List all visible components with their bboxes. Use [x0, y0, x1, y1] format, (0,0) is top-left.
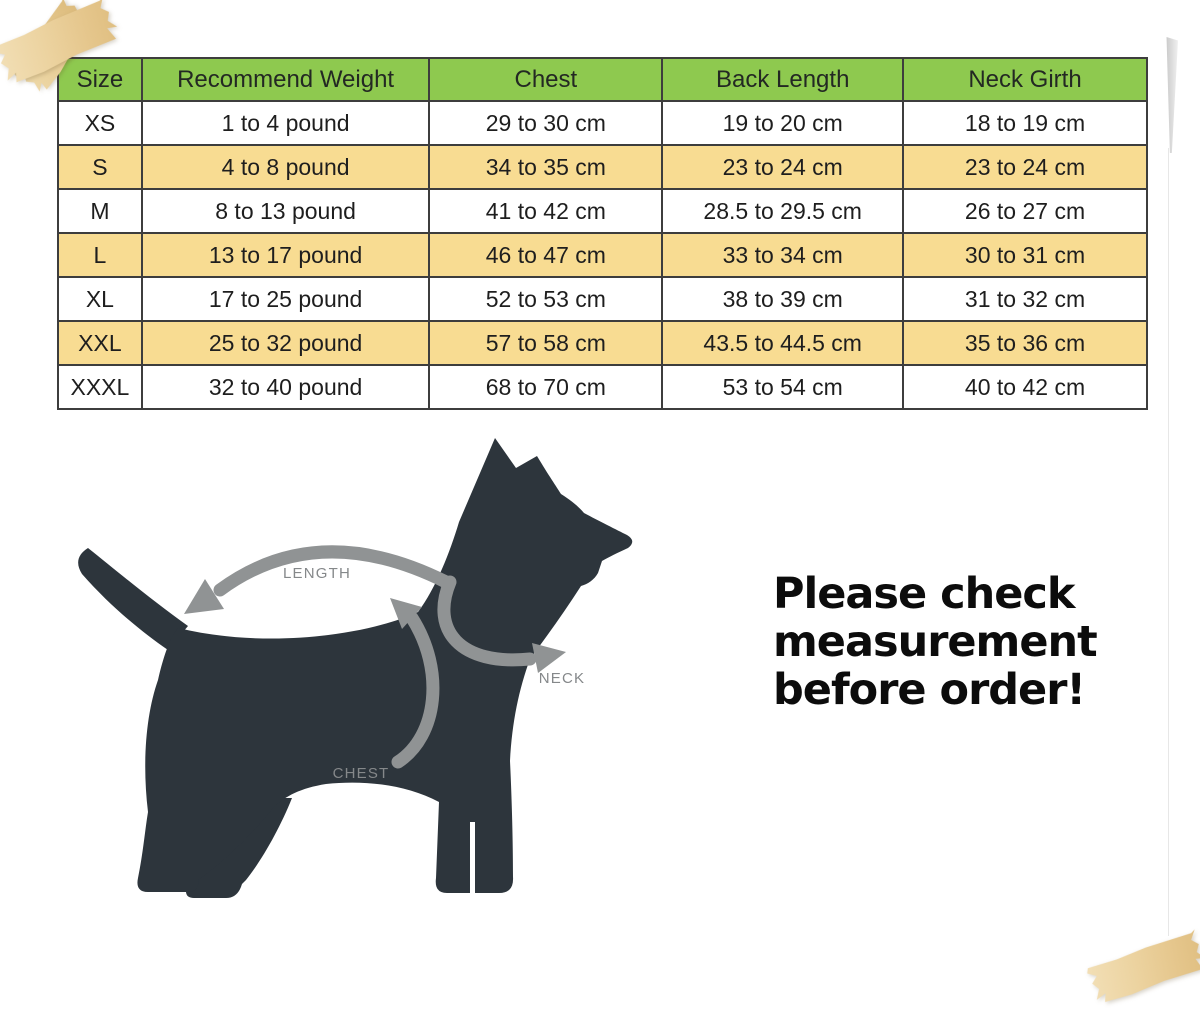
- cell-neck-girth: 30 to 31 cm: [902, 232, 1148, 278]
- dog-tail: [78, 548, 188, 650]
- column-header-chest: Chest: [428, 57, 664, 102]
- chest-label: CHEST: [333, 765, 390, 782]
- cell-size: S: [57, 144, 143, 190]
- cell-back-length: 33 to 34 cm: [661, 232, 905, 278]
- table-row-l: L 13 to 17 pound 46 to 47 cm 33 to 34 cm…: [57, 232, 1148, 278]
- cell-size: XS: [57, 100, 143, 146]
- cell-neck-girth: 40 to 42 cm: [902, 364, 1148, 410]
- column-header-back-length: Back Length: [661, 57, 905, 102]
- cell-back-length: 38 to 39 cm: [661, 276, 905, 322]
- cell-chest: 46 to 47 cm: [428, 232, 664, 278]
- cell-weight: 8 to 13 pound: [140, 188, 431, 234]
- cell-size: XXL: [57, 320, 143, 366]
- tape-icon: [1086, 929, 1200, 1006]
- page-edge-line: [1168, 148, 1169, 936]
- column-header-weight: Recommend Weight: [140, 57, 431, 102]
- cell-neck-girth: 18 to 19 cm: [902, 100, 1148, 146]
- neck-arrow: [437, 575, 537, 667]
- tape-decoration-bottom-right: [1086, 929, 1200, 1006]
- length-arrow: [213, 545, 453, 597]
- length-label: LENGTH: [283, 565, 351, 582]
- note-line: measurement: [773, 617, 1098, 667]
- table-row-xxl: XXL 25 to 32 pound 57 to 58 cm 43.5 to 4…: [57, 320, 1148, 366]
- column-header-neck-girth: Neck Girth: [902, 57, 1148, 102]
- cell-weight: 32 to 40 pound: [140, 364, 431, 410]
- dog-far-hind-leg: [185, 798, 292, 898]
- note-line: before order!: [773, 665, 1086, 715]
- neck-arrowhead-icon: [532, 643, 566, 673]
- cell-chest: 29 to 30 cm: [428, 100, 664, 146]
- cell-chest: 57 to 58 cm: [428, 320, 664, 366]
- cell-weight: 25 to 32 pound: [140, 320, 431, 366]
- page-curl-decoration: [1166, 37, 1178, 153]
- note-line: Please check: [773, 569, 1076, 619]
- length-arrowhead-icon: [184, 579, 224, 614]
- front-leg-gap: [470, 822, 475, 893]
- cell-neck-girth: 26 to 27 cm: [902, 188, 1148, 234]
- cell-weight: 17 to 25 pound: [140, 276, 431, 322]
- cell-size: XL: [57, 276, 143, 322]
- cell-weight: 1 to 4 pound: [140, 100, 431, 146]
- cell-neck-girth: 23 to 24 cm: [902, 144, 1148, 190]
- cell-back-length: 28.5 to 29.5 cm: [661, 188, 905, 234]
- cell-neck-girth: 31 to 32 cm: [902, 276, 1148, 322]
- cell-back-length: 23 to 24 cm: [661, 144, 905, 190]
- size-chart-table: Size Recommend Weight Chest Back Length …: [57, 57, 1148, 410]
- cell-weight: 13 to 17 pound: [140, 232, 431, 278]
- chest-arrowhead-icon: [390, 598, 422, 629]
- column-header-size: Size: [57, 57, 143, 102]
- dog-silhouette: [137, 438, 633, 893]
- table-row-xs: XS 1 to 4 pound 29 to 30 cm 19 to 20 cm …: [57, 100, 1148, 146]
- cell-chest: 34 to 35 cm: [428, 144, 664, 190]
- table-row-xl: XL 17 to 25 pound 52 to 53 cm 38 to 39 c…: [57, 276, 1148, 322]
- measurement-note: Please check measurement before order!: [773, 570, 1113, 714]
- header-row: Size Recommend Weight Chest Back Length …: [57, 57, 1148, 102]
- cell-back-length: 19 to 20 cm: [661, 100, 905, 146]
- dog-measurement-diagram: LENGTH NECK CHEST: [60, 430, 685, 912]
- cell-size: M: [57, 188, 143, 234]
- neck-label: NECK: [539, 670, 585, 687]
- table-row-xxxl: XXXL 32 to 40 pound 68 to 70 cm 53 to 54…: [57, 364, 1148, 410]
- cell-chest: 41 to 42 cm: [428, 188, 664, 234]
- cell-neck-girth: 35 to 36 cm: [902, 320, 1148, 366]
- table-row-s: S 4 to 8 pound 34 to 35 cm 23 to 24 cm 2…: [57, 144, 1148, 190]
- cell-size: L: [57, 232, 143, 278]
- cell-size: XXXL: [57, 364, 143, 410]
- cell-chest: 52 to 53 cm: [428, 276, 664, 322]
- cell-chest: 68 to 70 cm: [428, 364, 664, 410]
- chest-arrow: [391, 611, 440, 769]
- table-row-m: M 8 to 13 pound 41 to 42 cm 28.5 to 29.5…: [57, 188, 1148, 234]
- cell-back-length: 43.5 to 44.5 cm: [661, 320, 905, 366]
- cell-back-length: 53 to 54 cm: [661, 364, 905, 410]
- cell-weight: 4 to 8 pound: [140, 144, 431, 190]
